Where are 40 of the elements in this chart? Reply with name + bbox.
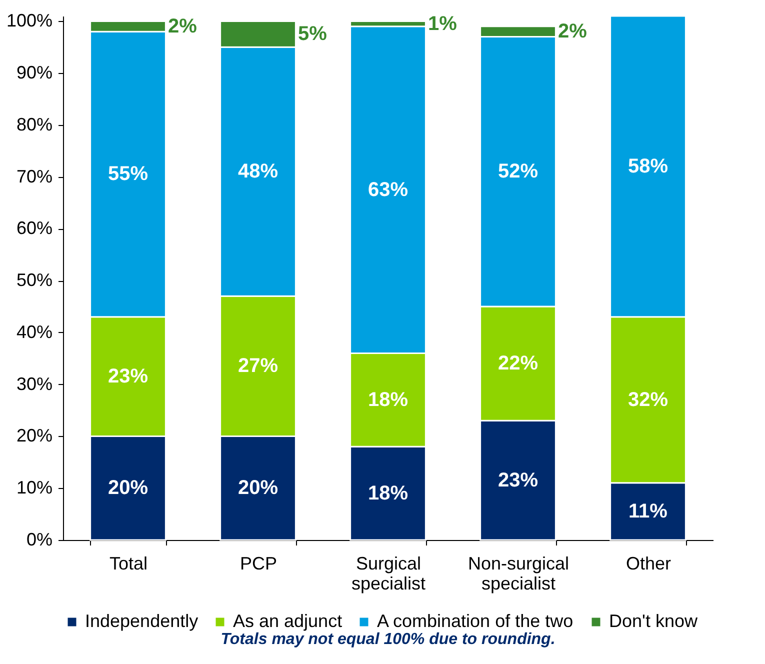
y-tick-label: 70% (16, 166, 52, 186)
data-label: 1% (428, 12, 458, 35)
data-label: 5% (298, 23, 328, 46)
data-label: 20% (238, 477, 278, 500)
y-tick-label: 20% (16, 426, 52, 446)
data-label: 23% (498, 469, 538, 492)
data-label: 63% (368, 178, 408, 201)
y-tick-label: 60% (16, 218, 52, 238)
data-label: 23% (108, 366, 148, 388)
text: Totals may not equal 100% due to rounding. (220, 631, 556, 648)
data-label: 20% (108, 477, 148, 500)
x-tick-label: Surgical specialist (351, 554, 426, 594)
x-tick-label: Total (109, 554, 148, 574)
y-tick-label: 30% (16, 374, 52, 394)
y-tick-label: 80% (16, 114, 52, 134)
data-label: 2% (558, 20, 588, 43)
legend-label: Don't know (609, 611, 698, 631)
data-label: 48% (238, 160, 278, 183)
data-label: 11% (628, 500, 668, 522)
data-label: 55% (108, 163, 148, 186)
data-label: 27% (238, 355, 278, 378)
y-tick-label: 10% (16, 478, 52, 498)
data-label: 2% (168, 15, 198, 38)
data-label: 58% (628, 155, 668, 178)
y-tick-label: 100% (6, 10, 52, 31)
x-tick-label: PCP (240, 554, 278, 574)
data-label: 18% (368, 482, 408, 504)
legend-label: Independently (85, 611, 198, 631)
legend-label: A combination of the two (377, 611, 574, 631)
data-label: 22% (498, 352, 538, 375)
data-label: 18% (368, 388, 408, 411)
y-tick-label: 50% (16, 270, 52, 290)
y-tick-label: 0% (26, 530, 52, 550)
legend-label: As an adjunct (233, 611, 342, 631)
y-tick-label: 90% (16, 62, 52, 83)
x-tick-label: Non-surgical specialist (468, 554, 570, 594)
data-label: 52% (498, 160, 538, 183)
x-tick-label: Other (626, 554, 672, 574)
y-tick-label: 40% (16, 322, 52, 342)
data-label: 32% (628, 388, 668, 411)
